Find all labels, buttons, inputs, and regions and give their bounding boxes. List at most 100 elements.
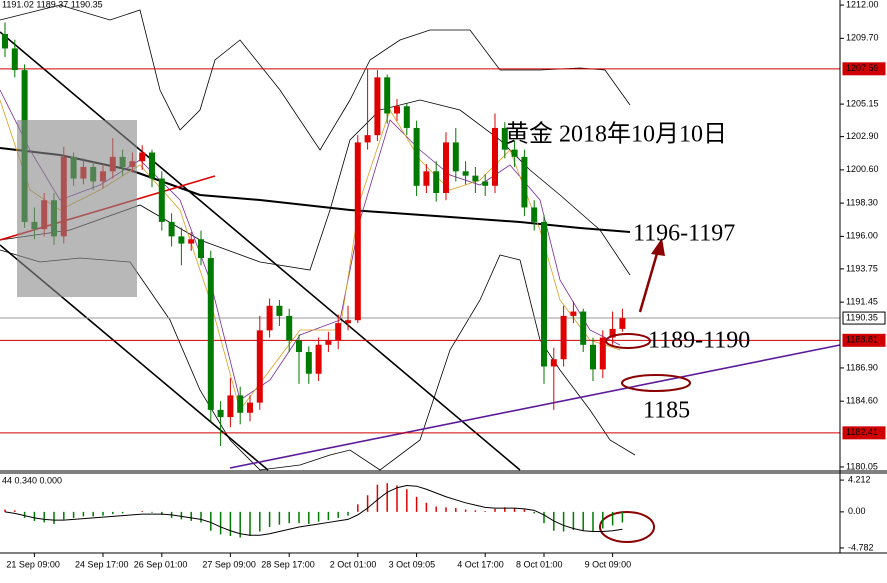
x-tick-label: 3 Oct 09:05	[389, 559, 436, 569]
candle-body	[286, 315, 293, 341]
x-tick-label: 8 Oct 01:00	[516, 559, 563, 569]
candle-body	[188, 239, 195, 244]
candle-body	[403, 106, 410, 128]
candle-body	[315, 344, 322, 374]
candle-body	[217, 409, 224, 418]
candle-body	[482, 181, 489, 186]
candle-body	[364, 135, 371, 143]
x-tick-label: 26 Sep 01:00	[134, 559, 188, 569]
candle-body	[335, 323, 342, 341]
arrow-head	[651, 238, 665, 256]
macd-tick-label: 0.00	[848, 506, 866, 516]
candle-body	[433, 171, 440, 194]
candle-body	[149, 152, 155, 179]
highlight-box	[17, 120, 137, 297]
candle-body	[521, 156, 528, 208]
ohlc-header: 1191.02 1189.37 1190.35	[2, 0, 103, 9]
candle-body	[374, 77, 381, 136]
bollinger-upper	[0, 4, 631, 151]
x-tick-label: 27 Sep 09:00	[202, 559, 256, 569]
candle-body	[423, 171, 430, 186]
candle-body	[247, 402, 253, 413]
circle-mark	[621, 374, 691, 392]
candle-body	[462, 171, 469, 176]
candle-body	[541, 221, 547, 367]
candle-body	[609, 328, 616, 338]
level-label-box	[842, 62, 886, 76]
channel-line	[0, 31, 521, 471]
macd-tick-label: -4.782	[848, 542, 874, 552]
y-tick-label: 1193.75	[846, 263, 878, 273]
x-tick-label: 21 Sep 09:00	[6, 559, 60, 569]
candle-body	[501, 127, 508, 150]
candle-body	[139, 152, 146, 162]
circle-mark	[599, 511, 655, 543]
candle-body	[256, 330, 263, 403]
candle-body	[619, 318, 626, 329]
candle-body	[276, 305, 283, 316]
x-tick-label: 9 Oct 09:00	[585, 559, 632, 569]
candle-body	[296, 340, 302, 353]
candle-body	[570, 311, 577, 316]
support-line	[229, 344, 841, 469]
candle-body	[227, 395, 234, 418]
annotation: 1185	[643, 398, 690, 424]
candle-body	[198, 239, 204, 259]
macd-tick-label: 4.212	[848, 474, 871, 484]
candle-body	[11, 48, 18, 71]
candle-body	[492, 127, 498, 186]
candle-body	[178, 236, 185, 244]
candle-body	[325, 340, 332, 345]
level-label: 1190.35	[846, 312, 878, 322]
candle-body	[158, 178, 165, 222]
arrow	[638, 249, 660, 313]
candle-body	[452, 142, 459, 172]
level-label-box	[842, 426, 886, 440]
y-tick-label: 1184.60	[846, 396, 878, 406]
y-tick-label: 1212.00	[846, 0, 879, 9]
candle-body	[413, 127, 420, 186]
annotation: 1196-1197	[633, 221, 735, 247]
y-tick-label: 1200.60	[846, 164, 879, 174]
y-tick-label: 1180.05	[846, 461, 878, 471]
candle-body	[345, 320, 351, 324]
y-tick-label: 1186.90	[846, 362, 878, 372]
y-tick-label: 1196.00	[846, 231, 878, 241]
candle-body	[580, 311, 587, 345]
x-tick-label: 4 Oct 17:00	[457, 559, 504, 569]
y-tick-label: 1202.90	[846, 131, 879, 141]
y-tick-label: 1205.15	[846, 98, 879, 108]
candle-body	[394, 106, 400, 114]
candle-body	[472, 175, 479, 182]
level-label-box	[842, 333, 886, 347]
annotation: 黄金 2018年10月10日	[505, 121, 727, 148]
macd-label: 44 0.340 0.000	[2, 475, 62, 485]
x-tick-label: 24 Sep 17:00	[75, 559, 129, 569]
x-tick-label: 28 Sep 17:00	[261, 559, 315, 569]
level-label: 1188.81	[846, 335, 878, 345]
candle-body	[168, 221, 175, 237]
candle-body	[590, 344, 596, 370]
candle-body	[550, 359, 557, 367]
candle-body	[2, 33, 8, 49]
candle-body	[354, 142, 361, 321]
candle-body	[384, 77, 391, 114]
macd-signal	[4, 484, 623, 536]
bollinger-lower	[0, 249, 636, 471]
candle-body	[266, 305, 273, 331]
candle-body	[305, 352, 312, 374]
x-tick-label: 2 Oct 01:00	[330, 559, 377, 569]
y-tick-label: 1191.45	[846, 297, 878, 307]
candle-body	[531, 207, 538, 222]
candle-body	[443, 142, 449, 194]
candle-body	[511, 149, 518, 157]
y-tick-label: 1209.70	[846, 33, 879, 43]
circle-mark	[605, 333, 651, 349]
candle-body	[599, 337, 606, 370]
y-tick-label: 1198.30	[846, 197, 878, 207]
level-label: 1182.41	[846, 427, 878, 437]
level-label-box	[842, 311, 886, 325]
annotation: 1189-1190	[648, 328, 750, 354]
